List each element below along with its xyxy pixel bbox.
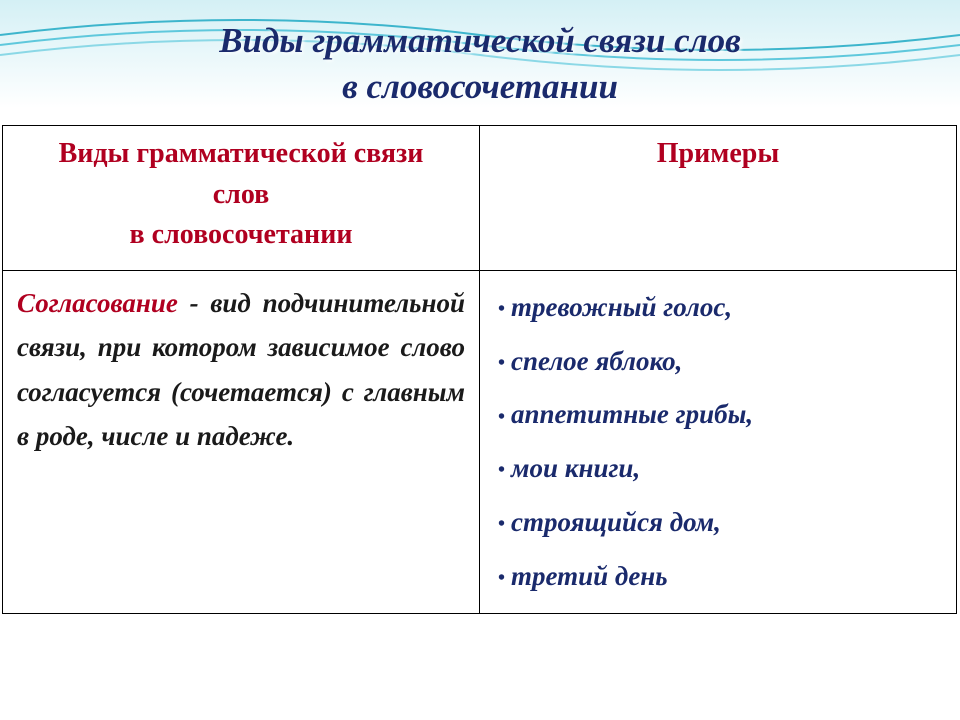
header-text-1-line2: слов xyxy=(15,175,467,216)
title-line-1: Виды грамматической связи слов xyxy=(0,18,960,64)
example-item: тревожный голос, xyxy=(490,281,946,335)
example-item: строящийся дом, xyxy=(490,496,946,550)
definition-cell: Согласование - вид подчинительной связи,… xyxy=(3,270,480,614)
example-item: спелое яблоко, xyxy=(490,335,946,389)
slide-title: Виды грамматической связи слов в словосо… xyxy=(0,0,960,125)
definition-term: Согласование xyxy=(17,288,178,318)
example-list: тревожный голос, спелое яблоко, аппетитн… xyxy=(490,281,946,604)
grammar-table: Виды грамматической связи слов в словосо… xyxy=(2,125,957,614)
table-header-row: Виды грамматической связи слов в словосо… xyxy=(3,126,957,271)
example-item: мои книги, xyxy=(490,442,946,496)
example-item: третий день xyxy=(490,550,946,604)
header-text-1-line3: в словосочетании xyxy=(15,215,467,256)
header-cell-types: Виды грамматической связи слов в словосо… xyxy=(3,126,480,271)
table-content-row: Согласование - вид подчинительной связи,… xyxy=(3,270,957,614)
title-line-2: в словосочетании xyxy=(0,64,960,110)
header-text-2: Примеры xyxy=(492,134,944,175)
example-item: аппетитные грибы, xyxy=(490,388,946,442)
header-text-1-line1: Виды грамматической связи xyxy=(15,134,467,175)
header-cell-examples: Примеры xyxy=(480,126,957,271)
examples-cell: тревожный голос, спелое яблоко, аппетитн… xyxy=(480,270,957,614)
